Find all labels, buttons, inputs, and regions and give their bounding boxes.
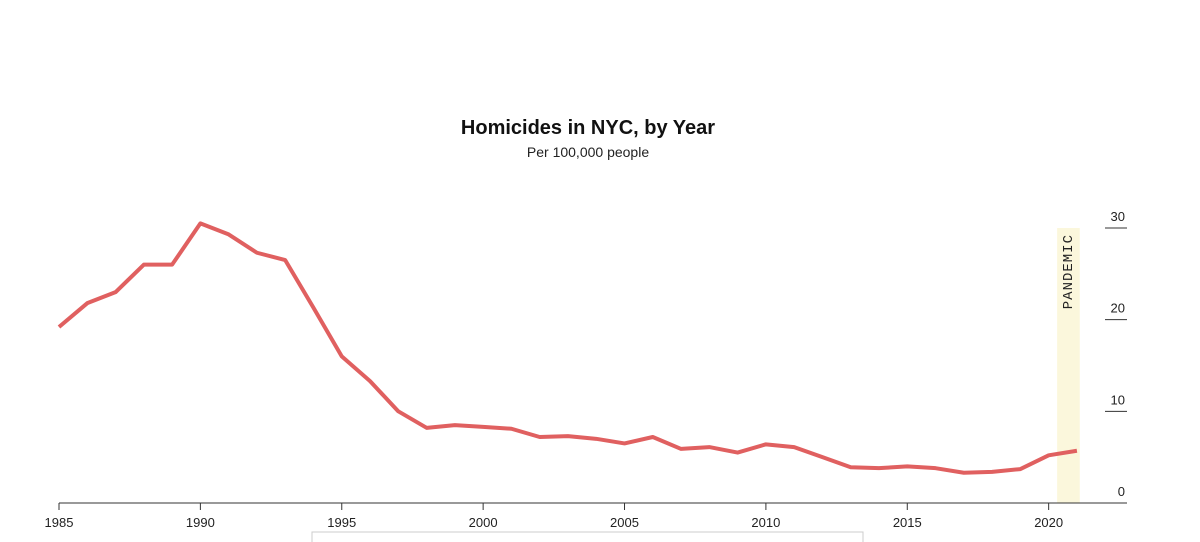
chart-subtitle: Per 100,000 people — [527, 144, 649, 160]
x-tick-label: 1990 — [186, 515, 215, 530]
annotation-label: PANDEMIC — [1061, 234, 1077, 309]
x-tick-label: 2005 — [610, 515, 639, 530]
data-line — [57, 221, 1078, 475]
y-tick-label: 0 — [1118, 484, 1125, 499]
highlight-band — [1057, 228, 1080, 503]
x-tick-label: 1995 — [327, 515, 356, 530]
x-tick-label: 2020 — [1034, 515, 1063, 530]
chart-title: Homicides in NYC, by Year — [461, 117, 715, 139]
x-tick-label: 2015 — [893, 515, 922, 530]
x-tick-label: 2000 — [469, 515, 498, 530]
x-tick-label: 1985 — [45, 515, 74, 530]
y-tick-label: 10 — [1111, 392, 1125, 407]
x-tick-label: 2010 — [751, 515, 780, 530]
panel-outline — [311, 531, 864, 542]
y-tick-label: 30 — [1111, 209, 1125, 224]
y-tick-label: 20 — [1111, 301, 1125, 316]
